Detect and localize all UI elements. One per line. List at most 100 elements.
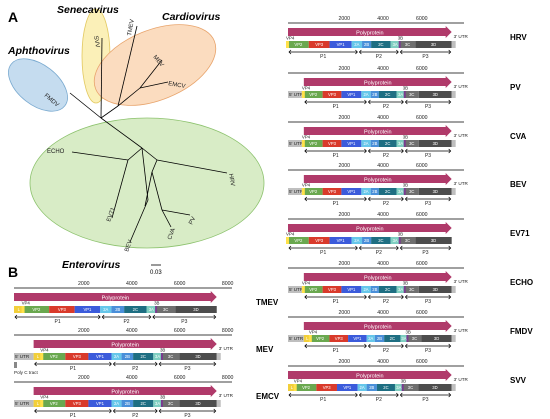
- segment-label: 3C: [412, 336, 417, 341]
- segment-l: [33, 353, 43, 360]
- tick-label: 8000: [222, 375, 234, 381]
- virus-name: ECHO: [510, 278, 533, 287]
- vp4-label: VP4: [309, 330, 318, 335]
- utr3-label: 3' UTR: [454, 279, 469, 284]
- tick-label: 2000: [339, 66, 351, 72]
- segment-vp1: [341, 188, 362, 195]
- utr3-label: 3' UTR: [219, 346, 234, 351]
- tree-branch: [111, 159, 129, 219]
- utr3-label: 3' UTR: [454, 377, 469, 382]
- region-arrowheads: [404, 148, 452, 154]
- segment-label: 3D: [193, 307, 198, 312]
- segment-label: 2C: [133, 307, 138, 312]
- utr5-box: [14, 353, 34, 360]
- segment-label: 2A: [363, 141, 368, 146]
- segment-label: 3C: [409, 92, 414, 97]
- segment-3b: [403, 140, 406, 147]
- segment-vp2: [303, 286, 323, 293]
- utr3-label: 3' UTR: [219, 393, 234, 398]
- tick-label: 4000: [377, 261, 389, 267]
- region-label: P2: [376, 54, 382, 60]
- leaf-pv: PV: [188, 216, 197, 226]
- segment-vp4: [40, 400, 44, 407]
- polyprotein-label: Polyprotein: [364, 129, 392, 135]
- segment-vp3: [322, 91, 342, 98]
- tick-label: 6000: [416, 261, 428, 267]
- region-label: P2: [376, 397, 382, 403]
- segment-vp3: [322, 286, 342, 293]
- segment-3b: [160, 353, 163, 360]
- segment-2b: [374, 335, 385, 342]
- segment-label: 3D: [431, 238, 436, 243]
- polyprotein-label: Polyprotein: [111, 342, 139, 348]
- segment-3c: [402, 384, 419, 391]
- utr5-box: [14, 400, 34, 407]
- segment-2c: [378, 140, 397, 147]
- segment-label: 3A: [398, 92, 403, 97]
- vp4-label: VP4: [302, 86, 311, 91]
- segment-label: 2A: [114, 354, 119, 359]
- region-label: P1: [333, 153, 339, 159]
- tick-label: 4000: [377, 310, 389, 316]
- tree-branch: [139, 81, 169, 89]
- segment-3b: [403, 286, 406, 293]
- utr5-box: [288, 286, 304, 293]
- region-arrowheads: [404, 343, 452, 349]
- segment-vp1: [88, 400, 112, 407]
- tick-label: 6000: [174, 328, 186, 334]
- segment-label: 2B: [372, 141, 377, 146]
- leaf-cva: CVA: [167, 227, 177, 240]
- polyprotein-arrow: [288, 369, 452, 381]
- tick-label: 4000: [377, 66, 389, 72]
- segment-label: VP1: [337, 42, 346, 47]
- region-label: P3: [425, 348, 431, 354]
- tick-label: 8000: [222, 281, 234, 287]
- tree-branch: [69, 92, 102, 119]
- polyprotein-label: Polyprotein: [356, 30, 384, 36]
- region-arrowheads: [304, 148, 367, 154]
- segment-vp2: [288, 41, 309, 48]
- segment-vp1: [336, 384, 358, 391]
- utr5-box: [288, 91, 304, 98]
- tick-label: 2000: [78, 328, 90, 334]
- segment-3c: [161, 353, 180, 360]
- 3b-label: 3B: [398, 36, 403, 41]
- region-arrowheads: [399, 245, 452, 251]
- segment-3a: [396, 140, 405, 147]
- segment-label: VP2: [309, 141, 318, 146]
- segment-3d: [418, 140, 452, 147]
- segment-2a: [100, 306, 112, 313]
- tick-label: 2000: [339, 163, 351, 169]
- polyprotein-arrow: [303, 125, 452, 137]
- region-arrowheads: [34, 361, 112, 367]
- segment-label: VP2: [50, 354, 59, 359]
- segment-2b: [121, 353, 134, 360]
- segment-label: 3C: [405, 42, 410, 47]
- segment-2c: [384, 335, 401, 342]
- tick-label: 2000: [339, 212, 351, 218]
- leaf-tmev: TMEV: [127, 19, 136, 36]
- utr5-label: 5' UTR: [15, 354, 30, 359]
- region-arrowheads: [34, 408, 112, 414]
- segment-3b: [401, 384, 404, 391]
- segment-3d: [418, 384, 452, 391]
- segment-label: 2C: [385, 287, 390, 292]
- segment-label: L: [306, 336, 309, 341]
- 3b-label: 3B: [401, 379, 406, 384]
- segment-3b: [160, 400, 163, 407]
- segment-label: 2A: [354, 238, 359, 243]
- utr3-box: [216, 400, 221, 407]
- genome-map-ev71: 2000 4000 6000 EV71 Polyprotein VP2 VP3 VP1 2A 2B…: [286, 212, 530, 256]
- segment-label: 3D: [433, 189, 438, 194]
- segment-label: 2B: [364, 238, 369, 243]
- genus-ellipses: [8, 8, 265, 249]
- segment-label: 3D: [433, 141, 438, 146]
- segment-vp1: [88, 353, 112, 360]
- region-label: P2: [383, 153, 389, 159]
- segment-label: 2A: [354, 42, 359, 47]
- segment-label: 3C: [409, 287, 414, 292]
- segment-label: L: [291, 385, 294, 390]
- segment-vp3: [322, 140, 342, 147]
- segment-label: VP3: [73, 354, 82, 359]
